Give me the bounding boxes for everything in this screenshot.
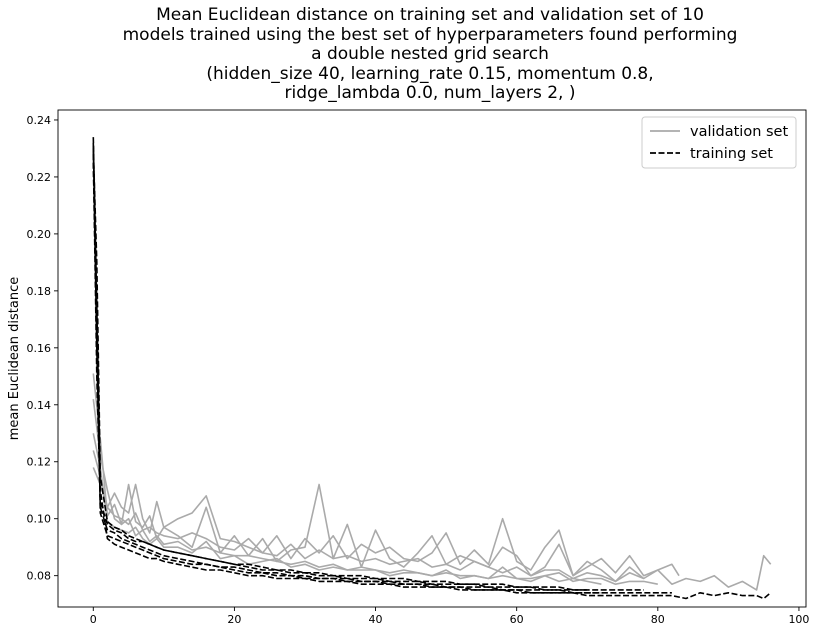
y-axis: 0.08 0.10 0.12 0.14 0.16 0.18 0.20 0.22 0.24 <box>27 114 58 583</box>
series-line-7 <box>92 142 672 594</box>
x-tick-label: 60 <box>510 613 524 626</box>
chart-title-line-1: Mean Euclidean distance on training set … <box>156 5 704 25</box>
y-tick-label: 0.20 <box>27 228 52 241</box>
series-line-2 <box>92 450 680 577</box>
series-line-3 <box>92 433 658 586</box>
series-layer <box>92 137 772 600</box>
y-tick-label: 0.16 <box>27 342 52 355</box>
chart-title: Mean Euclidean distance on training set … <box>0 5 814 104</box>
series-line-6 <box>92 137 772 600</box>
y-tick-label: 0.08 <box>27 570 52 583</box>
legend-label-training: training set <box>690 146 773 162</box>
legend: validation set training set <box>641 116 797 169</box>
series-line-10 <box>92 148 588 591</box>
plot-area-frame <box>57 109 807 608</box>
y-tick-label: 0.24 <box>27 114 52 127</box>
chart-title-line-3: a double nested grid search <box>311 44 549 65</box>
series-line-9 <box>92 162 602 594</box>
chart-title-line-5: ridge_lambda 0.0, num_layers 2, ) <box>284 83 576 104</box>
series-line-8 <box>92 154 644 591</box>
x-axis: 0 20 40 60 80 100 <box>90 607 809 626</box>
x-tick-label: 80 <box>651 613 665 626</box>
series-line-5 <box>92 399 602 585</box>
legend-box <box>641 116 797 169</box>
y-tick-label: 0.18 <box>27 285 52 298</box>
y-tick-label: 0.14 <box>27 399 52 412</box>
y-tick-label: 0.10 <box>27 513 52 526</box>
legend-label-validation: validation set <box>690 124 788 140</box>
chart-title-line-4: (hidden_size 40, learning_rate 0.15, mom… <box>206 63 654 84</box>
series-line-1 <box>92 373 772 591</box>
x-tick-label: 20 <box>227 613 241 626</box>
chart-title-line-2: models trained using the best set of hyp… <box>122 24 738 45</box>
y-tick-label: 0.22 <box>27 171 52 184</box>
y-axis-label: mean Euclidean distance <box>7 277 22 441</box>
x-tick-label: 100 <box>788 613 809 626</box>
x-tick-label: 0 <box>90 613 97 626</box>
series-line-4 <box>92 467 645 583</box>
y-tick-label: 0.12 <box>27 456 52 469</box>
x-tick-label: 40 <box>369 613 383 626</box>
